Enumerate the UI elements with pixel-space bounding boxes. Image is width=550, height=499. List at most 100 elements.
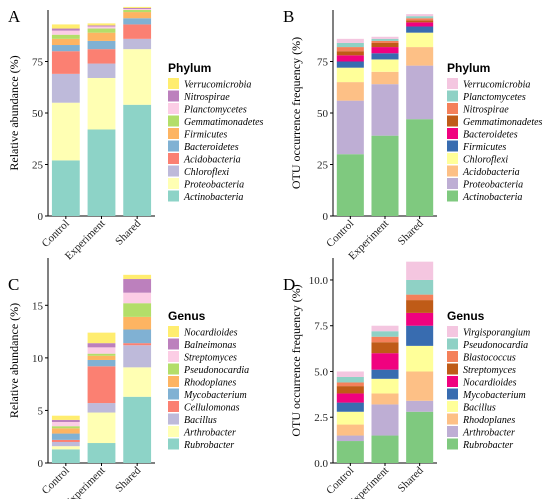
bar-segment-bacteroidetes: [336, 55, 364, 62]
bar-segment-rubrobacter: [51, 449, 80, 463]
x-tick-label: Control: [324, 218, 356, 250]
bar-segment-blastococcus: [406, 294, 434, 301]
legend-swatch: [447, 153, 458, 164]
bar-segment-bacteroidetes: [123, 18, 152, 25]
bar-segment-actinobacteria: [336, 154, 364, 216]
legend-swatch: [168, 190, 179, 202]
bar-segment-actinobacteria: [123, 104, 152, 216]
bar-segment-gemmatimonadetes: [371, 42, 399, 48]
bar-segment-rhodoplanes: [371, 393, 399, 405]
bar-segment-streptomyces: [123, 292, 152, 304]
bar-segment-proteobacteria: [406, 65, 434, 120]
legend-label: Proteobacteria: [462, 180, 523, 191]
legend-label: Nitrospirae: [183, 92, 230, 103]
legend-label: Acidobacteria: [183, 155, 241, 166]
bar-segment-streptomyces: [51, 422, 80, 427]
bar-segment-bacillus: [87, 403, 116, 413]
bar-segment-actinobacteria: [51, 160, 80, 216]
legend-label: Gemmatimonadetes: [184, 117, 264, 128]
x-tick-label: Experiment: [63, 465, 108, 499]
legend-label: Rhodoplanes: [183, 378, 236, 389]
y-tick-label: 7.5: [314, 321, 328, 333]
legend-label: Rubrobacter: [462, 440, 513, 451]
x-tick-label: Shared: [113, 464, 143, 494]
panel-letter: D: [283, 275, 295, 294]
bar-segment-gemmatimonadetes: [87, 28, 116, 33]
y-tick-label: 0.0: [314, 458, 328, 470]
bar-segment-bacillus: [51, 441, 80, 447]
y-tick-label: 75: [317, 57, 329, 69]
bar-segment-virgisporangium: [406, 261, 434, 280]
bar-segment-nocardioides: [371, 353, 399, 370]
bar-segment-nitrospirae: [51, 28, 80, 31]
legend-swatch: [447, 140, 458, 152]
legend-label: Planctomycetes: [183, 105, 247, 116]
bar-segment-planctomycetes: [51, 30, 80, 35]
legend-title: Genus: [168, 309, 206, 323]
legend-label: Mycobacterium: [462, 390, 526, 401]
bar-segment-acidobacteria: [371, 71, 399, 85]
bar-segment-cellulomonas: [123, 343, 152, 346]
legend-swatch: [447, 326, 458, 337]
legend-swatch: [168, 178, 179, 189]
legend-label: Bacteroidetes: [463, 130, 518, 141]
legend-swatch: [447, 90, 458, 102]
legend-swatch: [168, 140, 179, 152]
bar-segment-actinobacteria: [87, 129, 116, 216]
legend-swatch: [447, 413, 458, 425]
panel-c: C 0 5 10 15 Relative abundance (%) ControlExpe…: [7, 258, 249, 499]
legend-swatch: [168, 128, 179, 139]
bar-segment-pseudonocardia: [51, 426, 80, 429]
bar-segment-proteobacteria: [123, 49, 152, 105]
legend-swatch: [168, 326, 179, 337]
bar-segment-firmicutes: [371, 53, 399, 60]
bar-segment-acidobacteria: [123, 24, 152, 39]
legend-label: Pseudonocardia: [183, 365, 249, 376]
bar-segment-chloroflexi: [51, 73, 80, 103]
legend-label: Pseudonocardia: [462, 340, 528, 351]
bar-segment-bacteroidetes: [51, 45, 80, 52]
bar-segment-balneimonas: [87, 343, 116, 348]
bar-segment-virgisporangium: [336, 371, 364, 377]
bar-segment-rubrobacter: [406, 411, 434, 463]
y-tick-label: 25: [317, 160, 329, 172]
legend-label: Virgisporangium: [463, 328, 530, 339]
x-tick-label: Control: [40, 465, 72, 497]
x-tick-label: Shared: [113, 217, 143, 247]
bar-segment-firmicutes: [123, 12, 152, 19]
legend-swatch: [168, 153, 179, 164]
bar-segment-firmicutes: [336, 61, 364, 68]
legend-swatch: [447, 128, 458, 139]
legend-swatch: [168, 401, 179, 412]
legend-swatch: [168, 103, 179, 114]
bar-segment-chloroflexi: [123, 38, 152, 50]
bar-segment-arthrobacter: [87, 412, 116, 444]
y-tick-label: 5.0: [314, 366, 328, 378]
bar-segment-streptomyces: [87, 347, 116, 354]
y-tick-label: 25: [32, 160, 44, 172]
bar-segment-bacillus: [336, 411, 364, 425]
bar-segment-pseudonocardia: [336, 376, 364, 383]
bar-segment-planctomycetes: [336, 42, 364, 48]
bar-segment-gemmatimonadetes: [336, 51, 364, 56]
legend-label: Streptomyces: [184, 353, 237, 364]
legend-label: Firmicutes: [462, 142, 506, 153]
legend-label: Verrucomicrobia: [463, 80, 530, 91]
bar-segment-acidobacteria: [406, 47, 434, 66]
legend-label: Streptomyces: [463, 365, 516, 376]
legend-swatch: [447, 178, 458, 189]
legend-swatch: [168, 115, 179, 127]
legend-swatch: [447, 376, 458, 387]
legend-swatch: [168, 78, 179, 89]
bar-segment-cellulomonas: [87, 366, 116, 404]
legend-swatch: [168, 338, 179, 350]
bar-segment-verrucomicrobia: [371, 36, 399, 39]
x-tick-label: Shared: [396, 217, 426, 247]
bar-segment-nitrospirae: [406, 18, 434, 21]
bar-segment-gemmatimonadetes: [51, 34, 80, 39]
bar-segment-nitrospirae: [336, 47, 364, 52]
legend-label: Mycobacterium: [183, 390, 247, 401]
bar-segment-planctomycetes: [406, 16, 434, 19]
bar-segment-bacteroidetes: [371, 47, 399, 54]
